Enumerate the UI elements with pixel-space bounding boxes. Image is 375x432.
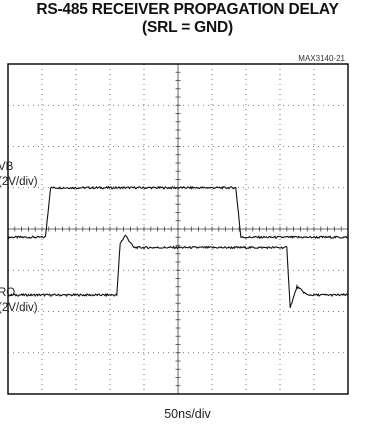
vb-label-scale: (2V/div) [0,176,38,188]
ro-label-scale: (2V/div) [0,302,38,314]
x-axis-label: 50ns/div [164,407,211,421]
chart-title-line1: RS-485 RECEIVER PROPAGATION DELAY [36,1,339,18]
chart-subtitle: (SRL = GND) [142,19,233,36]
trace-ro [7,234,349,309]
plot-frame [7,63,349,395]
vb-trace-label: VB (2V/div) [0,160,38,190]
trace-vb [7,185,349,240]
ro-trace-label: RO (2V/div) [0,286,38,316]
scope-traces [7,185,349,309]
scope-grid [7,63,349,395]
vb-label-name: VB [0,161,14,173]
part-code-label: MAX3140-21 [298,54,345,63]
ro-label-name: RO [0,287,16,299]
